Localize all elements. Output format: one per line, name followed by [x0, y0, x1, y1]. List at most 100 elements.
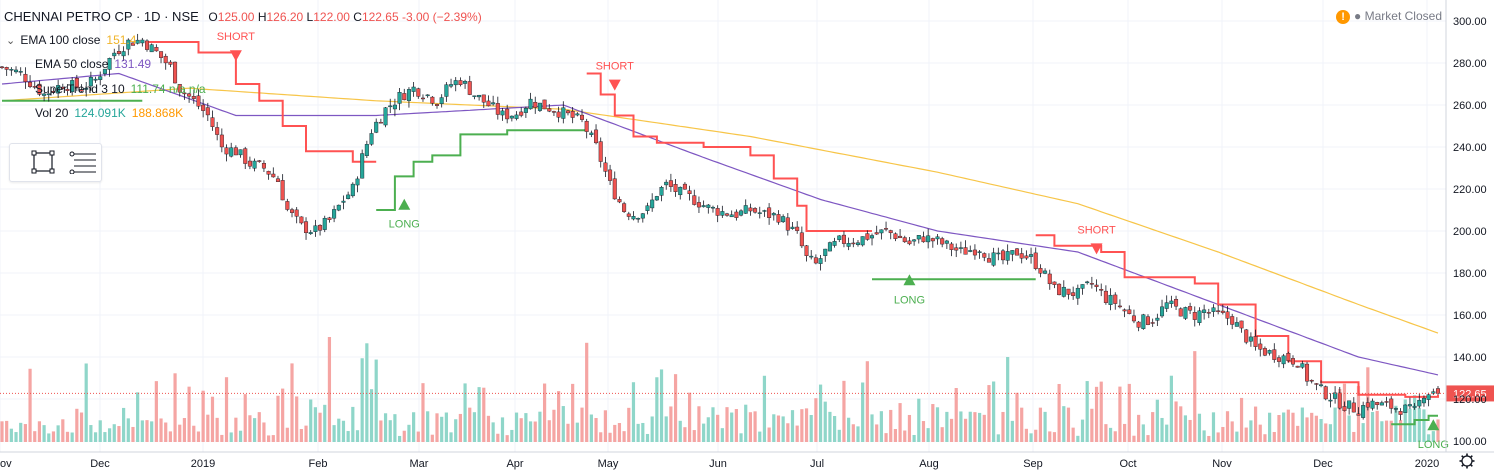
candle-body — [757, 212, 762, 214]
candle-body — [449, 84, 454, 87]
drawing-toolbar — [9, 143, 102, 182]
candle-body — [18, 71, 23, 73]
volume-bar — [1310, 412, 1314, 442]
volume-bar — [243, 394, 247, 442]
volume-bar — [589, 414, 593, 442]
settings-gear-icon[interactable] — [1459, 453, 1475, 469]
volume-bar — [809, 415, 813, 442]
volume-bar — [1006, 357, 1010, 442]
candle-body — [1145, 316, 1150, 325]
candle-body — [1061, 286, 1066, 297]
volume-bar — [1090, 408, 1094, 442]
volume-bar — [561, 406, 565, 442]
volume-bar — [337, 418, 341, 442]
candle-body — [229, 147, 234, 157]
volume-bar — [585, 342, 589, 442]
candle-body — [612, 178, 617, 200]
volume-bar — [332, 425, 336, 442]
candle-body — [1393, 408, 1398, 410]
volume-bar — [1324, 423, 1328, 442]
volume-bar — [1431, 431, 1435, 442]
indicator-ema50[interactable]: EMA 50 close 131.49 — [35, 57, 151, 71]
candle-body — [1192, 312, 1197, 320]
time-tick-label: ov — [0, 458, 12, 470]
time-tick-label: Dec — [1313, 458, 1333, 470]
candle-body — [1347, 400, 1352, 409]
volume-bar — [945, 411, 949, 442]
candle-body — [1202, 309, 1207, 313]
candle-body — [823, 248, 828, 256]
candle-body — [336, 204, 341, 211]
collapse-chevron-icon[interactable]: ⌄ — [6, 35, 16, 47]
volume-bar — [533, 421, 537, 442]
fib-levels-tool-icon[interactable] — [68, 150, 96, 175]
volume-bar — [9, 428, 13, 442]
volume-bar — [112, 424, 116, 442]
volume-bar — [992, 381, 996, 442]
volume-bar — [1127, 383, 1131, 442]
volume-bar — [1132, 435, 1136, 442]
volume-bar — [374, 359, 378, 442]
candle-body — [781, 216, 786, 223]
volume-bar — [383, 413, 388, 442]
volume-bar — [571, 383, 575, 442]
volume-bar — [154, 381, 158, 442]
indicator-ema100[interactable]: ⌄ EMA 100 close 151.4 — [6, 33, 136, 47]
volume-bar — [360, 358, 364, 442]
indicator-supertrend[interactable]: SuperTrend 3 10 111.74 n/a n/a — [35, 82, 206, 96]
candle-body — [1407, 404, 1412, 407]
volume-bar — [739, 433, 743, 442]
candle-body — [196, 95, 201, 107]
volume-bar — [416, 431, 420, 442]
candle-body — [163, 55, 168, 64]
volume-bar — [1169, 375, 1173, 442]
volume-bar — [851, 424, 855, 442]
candle-body — [1258, 343, 1263, 350]
candle-body — [1080, 284, 1085, 289]
indicator-label: EMA 50 close — [35, 57, 109, 71]
volume-bar — [454, 419, 458, 442]
candle-body — [902, 237, 907, 243]
volume-bar — [795, 425, 799, 442]
time-tick-label: 2020 — [1415, 458, 1439, 470]
candle-body — [327, 217, 332, 220]
volume-bar — [917, 398, 921, 442]
candle-body — [322, 217, 327, 230]
volume-bar — [1244, 427, 1248, 442]
volume-bar — [711, 407, 715, 442]
volume-bar — [557, 391, 561, 442]
market-status[interactable]: ! ● Market Closed — [1336, 9, 1442, 24]
indicator-volume[interactable]: Vol 20 124.091K 188.868K — [35, 106, 183, 120]
volume-bar — [1211, 412, 1216, 442]
volume-bar — [702, 423, 706, 442]
volume-bar — [295, 396, 299, 442]
candle-body — [304, 221, 309, 234]
supertrend-up-segment — [1391, 414, 1438, 426]
candle-body — [958, 247, 963, 249]
candle-body — [238, 149, 243, 156]
symbol-title[interactable]: CHENNAI PETRO CP · 1D · NSE — [4, 9, 199, 24]
volume-bar — [1352, 431, 1356, 442]
volume-bar — [140, 420, 144, 442]
volume-bar — [107, 428, 112, 442]
candle-body — [439, 97, 444, 104]
candle-body — [318, 224, 323, 231]
time-tick-label: Oct — [1119, 458, 1136, 470]
candle-body — [463, 80, 468, 84]
volume-bar — [1328, 424, 1333, 442]
volume-bar — [1342, 383, 1347, 442]
candle-body — [187, 93, 192, 97]
volume-bar — [122, 407, 126, 442]
candle-body — [986, 258, 991, 263]
rectangle-tool-icon[interactable] — [30, 150, 56, 174]
candle-body — [1412, 405, 1417, 408]
volume-bar — [1398, 420, 1403, 442]
candle-body — [135, 39, 140, 44]
volume-bar — [70, 432, 74, 442]
volume-bar — [790, 410, 795, 442]
volume-bar — [327, 337, 332, 442]
candle-body — [430, 96, 435, 104]
candle-body — [1300, 363, 1305, 368]
